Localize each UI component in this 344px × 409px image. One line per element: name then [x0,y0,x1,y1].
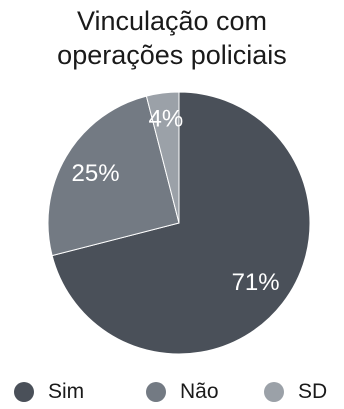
data-label-sim: 71% [232,269,280,296]
legend-label-sim: Sim [48,380,85,403]
data-label-nao: 25% [72,160,120,187]
pie-slice-nao [47,95,180,257]
chart-title-line-1: Vinculação com [76,6,268,36]
pie-chart: 71% 25% 4% [47,91,311,355]
pie-slice-sim [51,91,311,355]
legend-swatch-sd [264,382,284,402]
chart-title: Vinculação com operações policiais [0,4,344,72]
legend-item-sim: Sim [14,380,84,404]
legend-label-sd: SD [298,380,328,403]
legend-item-nao: Não [146,380,219,404]
data-label-sd: 4% [149,106,184,133]
chart-title-line-2: operações policiais [57,40,287,70]
legend-label-nao: Não [180,380,219,403]
legend: Sim Não SD [0,380,344,404]
legend-swatch-nao [146,382,166,402]
legend-swatch-sim [14,382,34,402]
legend-item-sd: SD [264,380,327,404]
pie-slice-sd [145,91,180,224]
